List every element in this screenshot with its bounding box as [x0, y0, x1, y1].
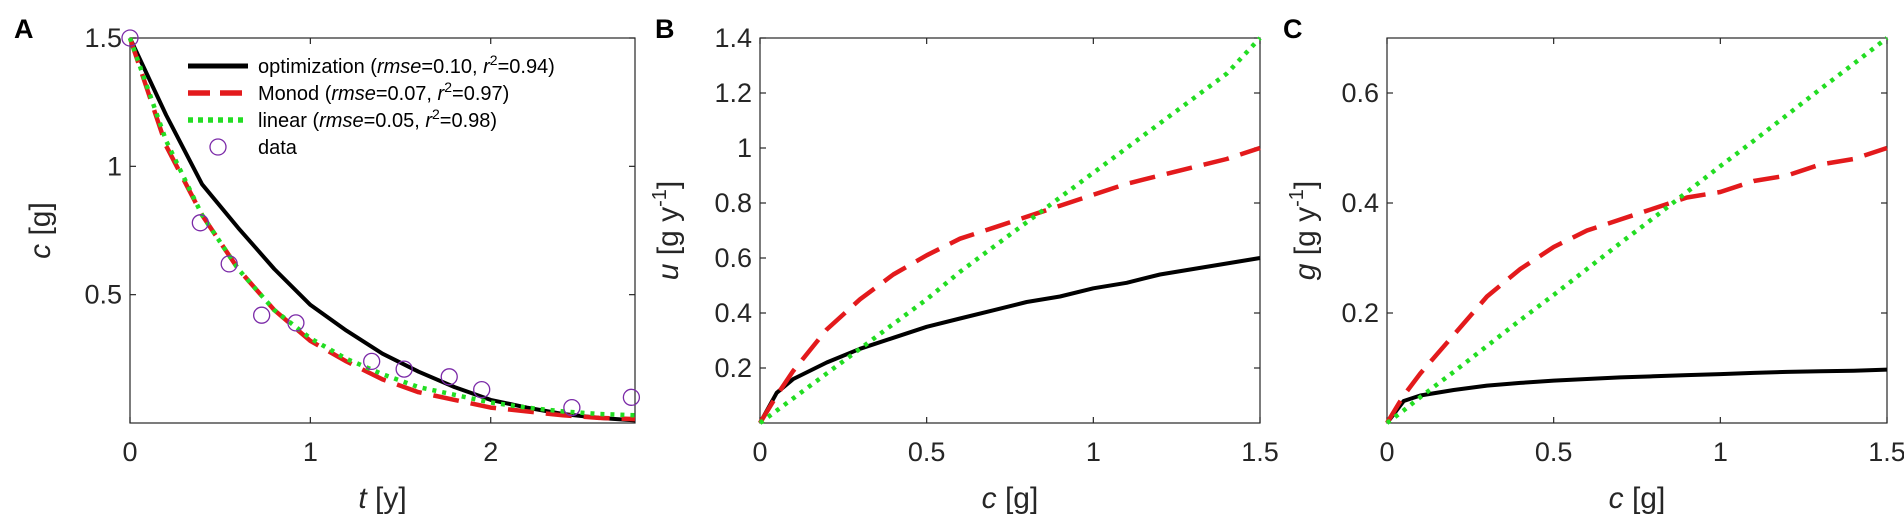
x-tick-label: 1 — [1086, 437, 1101, 467]
y-axis-label: g [g y-1] — [1286, 181, 1322, 281]
x-axis-label: c [g] — [982, 482, 1039, 515]
legend-entry-optimization: optimization (rmse=0.10, r2=0.94) — [258, 52, 555, 78]
panel-c: C 0 0.5 1 1.5 0.2 0.4 0.6 c [g] g [g y-1] — [1283, 14, 1904, 515]
legend-r2-exponent: 2 — [432, 106, 440, 122]
x-axis-var: c — [1609, 482, 1624, 515]
series-line-linear — [127, 37, 636, 418]
data-point — [473, 380, 491, 399]
legend-r2-exponent: 2 — [444, 79, 452, 95]
x-tick-label: 1 — [1713, 437, 1728, 467]
legend-r2-label: r — [438, 83, 446, 105]
y-tick-label: 0.4 — [714, 298, 752, 328]
data-point — [440, 368, 458, 386]
x-tick-label: 2 — [483, 437, 498, 467]
series-line-optimization — [758, 256, 1261, 424]
legend-r2-value: =0.97) — [452, 83, 509, 105]
series-line-optimization — [1385, 367, 1888, 425]
data-point — [253, 306, 271, 324]
data-point — [395, 360, 413, 378]
legend-r2-label: r — [425, 110, 433, 132]
y-axis-var: u — [652, 263, 685, 280]
y-axis-unit: [g y — [652, 207, 685, 264]
legend-entry-monod: Monod (rmse=0.07, r2=0.97) — [258, 79, 509, 105]
legend-r2-exponent: 2 — [490, 52, 498, 68]
y-tick-label: 0.2 — [714, 353, 752, 383]
legend-swatch-data — [209, 138, 227, 156]
y-axis-label: c [g] — [24, 202, 57, 259]
data-point — [622, 388, 641, 406]
y-axis-close: ] — [1289, 181, 1322, 189]
legend-r2-value: =0.94) — [498, 56, 555, 78]
legend-rmse-label: rmse — [331, 83, 375, 105]
y-axis-var: g — [1289, 263, 1322, 280]
legend-r2-label: r — [483, 56, 491, 78]
y-axis-exponent: -1 — [649, 189, 671, 207]
legend-name: optimization ( — [258, 56, 377, 78]
x-axis-label: t [y] — [358, 482, 406, 515]
y-tick-label: 0.6 — [1341, 78, 1379, 108]
data-point — [363, 352, 381, 371]
x-axis-unit: [y] — [367, 482, 407, 515]
panel-letter: C — [1283, 14, 1303, 44]
panel-b: B 0 0.5 1 1.5 0.2 0.4 0.6 0.8 1 1.2 1.4 c [g] u [g y-… — [649, 14, 1279, 515]
panel-letter: B — [655, 14, 675, 44]
y-tick-label: 1.2 — [714, 78, 752, 108]
x-axis-var: c — [982, 482, 997, 515]
x-axis-label: c [g] — [1609, 482, 1666, 515]
data-point — [121, 29, 139, 47]
legend-rmse-label: rmse — [377, 56, 421, 78]
y-axis-label: u [g y-1] — [649, 181, 685, 281]
legend-rmse-label: rmse — [319, 110, 363, 132]
data-point — [563, 398, 581, 417]
panel-a: A0 1 20.511.5t [y]c [g]optimization (rmse=… — [14, 14, 641, 515]
x-axis-unit: [g] — [997, 482, 1039, 515]
legend-rmse-value: =0.07, — [376, 83, 438, 105]
y-axis-exponent: -1 — [1286, 189, 1308, 207]
y-tick-label: 0.8 — [714, 188, 752, 218]
y-tick-label: 1 — [107, 151, 122, 181]
legend-name: Monod ( — [258, 83, 332, 105]
y-axis-close: ] — [652, 181, 685, 189]
x-tick-label: 0.5 — [1535, 437, 1573, 467]
x-tick-label: 1 — [303, 437, 318, 467]
data-point — [287, 314, 305, 332]
series-line-linear — [1385, 36, 1889, 425]
y-axis-unit: [g] — [24, 202, 57, 244]
legend: optimization (rmse=0.10, r2=0.94)Monod (… — [188, 52, 555, 159]
series-line-monod — [758, 145, 1261, 425]
x-tick-label: 1.5 — [1868, 437, 1904, 467]
plot-area — [1386, 37, 1888, 424]
legend-rmse-value: =0.05, — [364, 110, 426, 132]
y-tick-label: 0.4 — [1341, 188, 1379, 218]
plot-area — [129, 37, 636, 424]
y-axis-var: c — [24, 244, 57, 259]
y-tick-label: 1.5 — [84, 23, 122, 53]
plot-area — [759, 37, 1261, 424]
x-tick-label: 0.5 — [908, 437, 946, 467]
legend-r2-value: =0.98) — [440, 110, 497, 132]
series-line-monod — [1385, 145, 1888, 425]
x-tick-label: 0 — [1379, 437, 1394, 467]
y-tick-label: 1.4 — [714, 23, 752, 53]
legend-rmse-value: =0.10, — [421, 56, 483, 78]
y-tick-label: 1 — [737, 133, 752, 163]
x-tick-label: 0 — [122, 437, 137, 467]
legend-entry-data: data — [258, 137, 298, 159]
y-tick-label: 0.5 — [84, 280, 122, 310]
y-tick-label: 0.2 — [1341, 298, 1379, 328]
x-axis-var: t — [358, 482, 368, 515]
series-line-linear — [758, 36, 1262, 425]
y-tick-label: 0.6 — [714, 243, 752, 273]
panel-letter: A — [14, 14, 34, 44]
x-axis-unit: [g] — [1624, 482, 1666, 515]
y-axis-unit: [g y — [1289, 207, 1322, 264]
data-point — [220, 255, 238, 273]
x-tick-label: 1.5 — [1241, 437, 1279, 467]
legend-entry-linear: linear (rmse=0.05, r2=0.98) — [258, 106, 497, 132]
legend-name: linear ( — [258, 110, 319, 132]
x-tick-label: 0 — [752, 437, 767, 467]
data-point — [191, 214, 209, 232]
